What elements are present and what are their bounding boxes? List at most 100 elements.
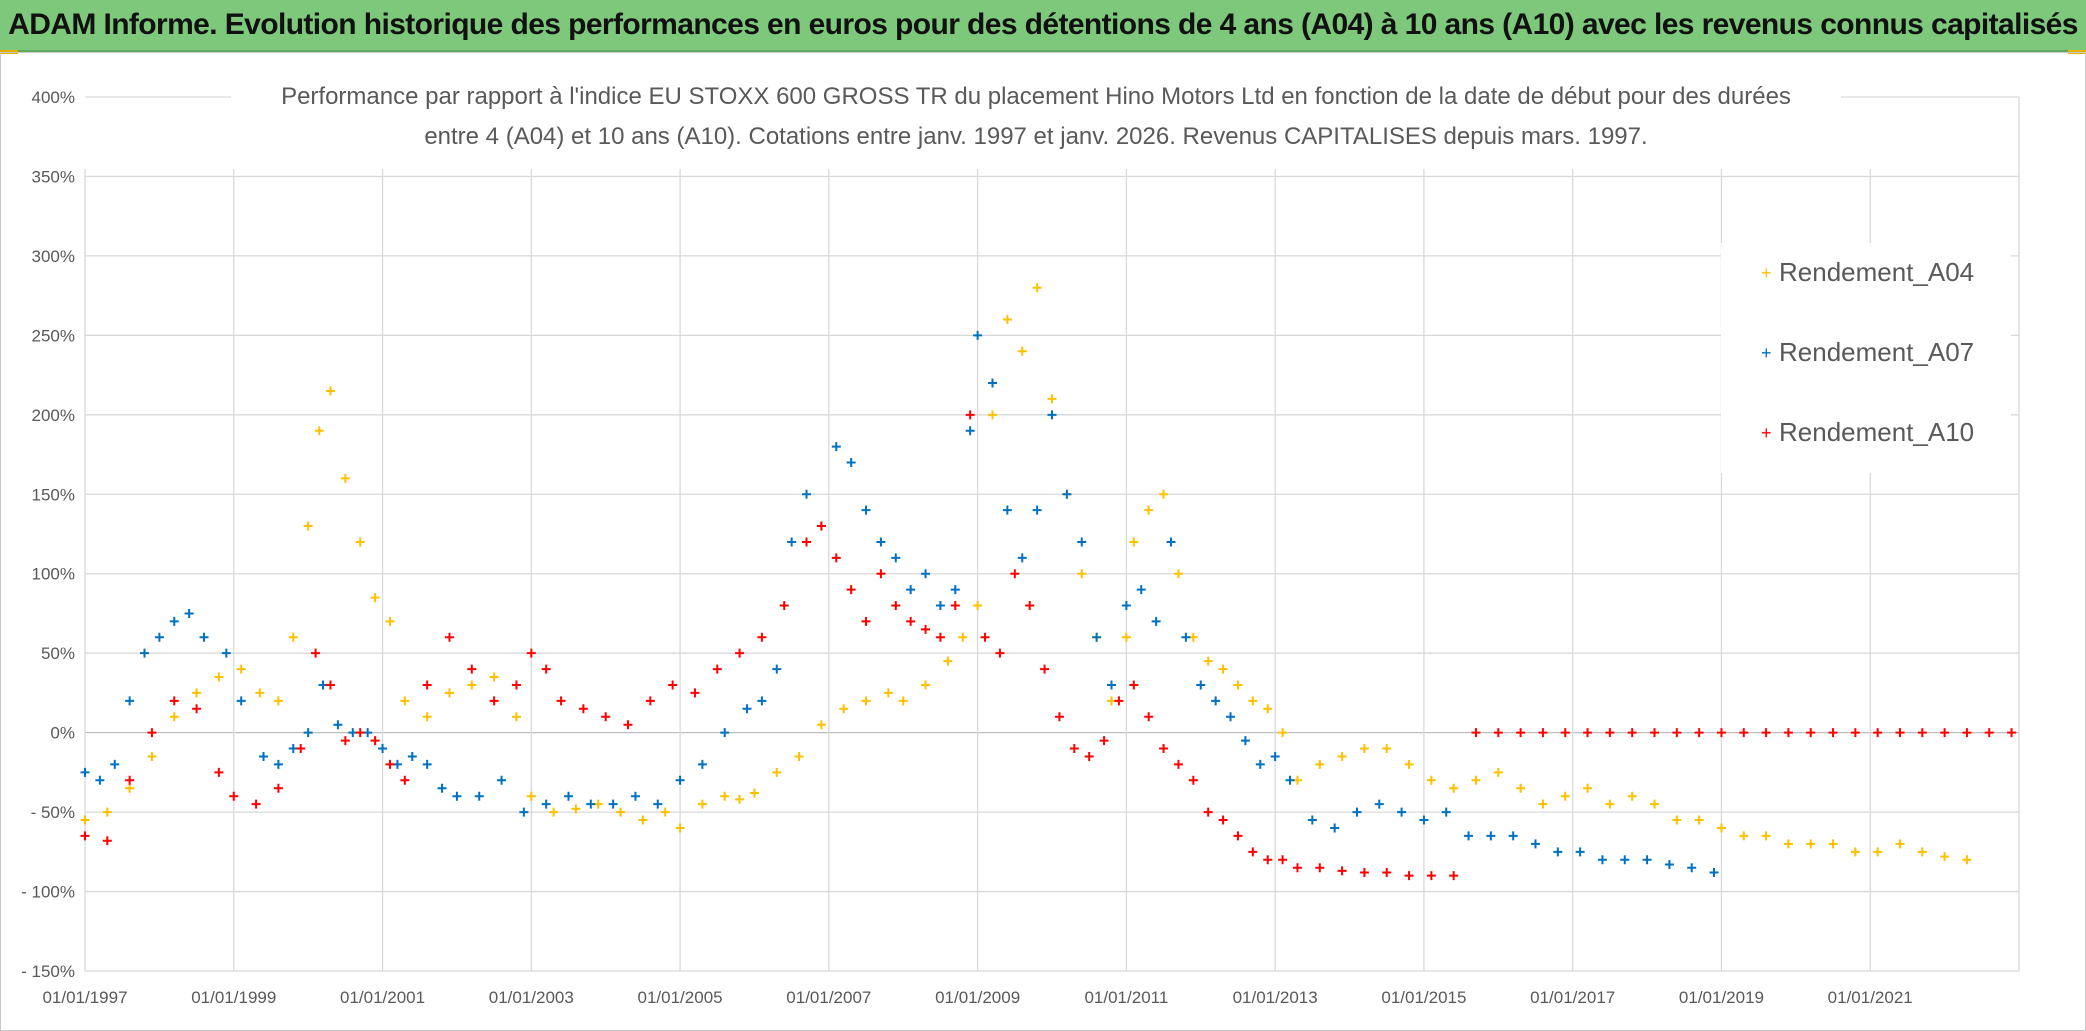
data-point: [616, 807, 626, 817]
data-point: [1121, 601, 1131, 611]
data-point: [891, 553, 901, 563]
data-point: [1694, 815, 1704, 825]
data-point: [147, 751, 157, 761]
data-point: [251, 799, 261, 809]
x-tick-label: 01/01/2013: [1233, 988, 1318, 1007]
data-point: [935, 632, 945, 642]
data-point: [199, 632, 209, 642]
data-point: [422, 759, 432, 769]
x-tick-label: 01/01/2007: [786, 988, 871, 1007]
data-point: [987, 378, 997, 388]
data-point: [973, 330, 983, 340]
chart-frame: - 150% - 100% - 50% 0% 50% 100% 150% 200% 250% 30…: [0, 52, 2086, 1031]
data-point: [1002, 505, 1012, 515]
data-point: [831, 553, 841, 563]
data-point: [378, 744, 388, 754]
data-point: [742, 704, 752, 714]
data-point: [1032, 283, 1042, 293]
data-point: [1895, 728, 1905, 738]
data-point: [125, 783, 135, 793]
x-tick-label: 01/01/2017: [1530, 988, 1615, 1007]
x-tick-label: 01/01/2005: [638, 988, 723, 1007]
data-point: [340, 736, 350, 746]
data-point: [906, 616, 916, 626]
data-point: [980, 632, 990, 642]
data-point: [1426, 871, 1436, 881]
data-point: [987, 410, 997, 420]
data-point: [154, 632, 164, 642]
data-point: [385, 759, 395, 769]
data-point: [1337, 751, 1347, 761]
data-point: [1159, 489, 1169, 499]
data-point: [169, 696, 179, 706]
data-point: [214, 672, 224, 682]
data-point: [1516, 728, 1526, 738]
data-point: [1121, 632, 1131, 642]
x-tick-label: 01/01/1997: [42, 988, 127, 1007]
data-point: [1687, 863, 1697, 873]
data-point: [355, 728, 365, 738]
data-point: [1263, 704, 1273, 714]
data-point: [1449, 871, 1459, 881]
data-point: [1828, 839, 1838, 849]
data-point: [772, 664, 782, 674]
legend-label-a07: Rendement_A07: [1779, 337, 1975, 367]
data-point: [1940, 852, 1950, 862]
data-point: [1873, 847, 1883, 857]
legend-item-a04: + Rendement_A04: [1761, 257, 1974, 288]
data-point: [333, 720, 343, 730]
data-point: [236, 696, 246, 706]
data-point: [1196, 680, 1206, 690]
data-point: [608, 799, 618, 809]
data-point: [541, 799, 551, 809]
y-axis-ticks: - 150% - 100% - 50% 0% 50% 100% 150% 200% 250% 30…: [21, 88, 75, 981]
data-point: [630, 791, 640, 801]
data-point: [444, 688, 454, 698]
data-point: [1047, 394, 1057, 404]
data-point: [757, 632, 767, 642]
data-point: [1627, 728, 1637, 738]
data-point: [668, 680, 678, 690]
data-point: [883, 688, 893, 698]
data-point: [1716, 728, 1726, 738]
data-point: [273, 696, 283, 706]
data-point: [519, 807, 529, 817]
data-point: [950, 585, 960, 595]
data-point: [1672, 728, 1682, 738]
data-point: [898, 696, 908, 706]
x-tick-label: 01/01/2011: [1084, 988, 1168, 1007]
data-point: [1248, 696, 1258, 706]
data-point: [839, 704, 849, 714]
data-point: [1575, 847, 1585, 857]
data-point: [1144, 712, 1154, 722]
data-point: [1553, 847, 1563, 857]
data-point: [549, 807, 559, 817]
data-point: [511, 712, 521, 722]
data-point: [385, 616, 395, 626]
chart-title-line-1: Performance par rapport à l'indice EU ST…: [231, 83, 1841, 111]
data-point: [1330, 823, 1340, 833]
data-point: [1583, 783, 1593, 793]
data-point: [735, 648, 745, 658]
data-point: [229, 791, 239, 801]
data-point: [1486, 831, 1496, 841]
data-point: [816, 720, 826, 730]
report-title: ADAM Informe. Evolution historique des p…: [8, 8, 2078, 41]
data-point: [965, 426, 975, 436]
data-point: [1166, 537, 1176, 547]
data-point: [586, 799, 596, 809]
data-point: [653, 799, 663, 809]
data-point: [1426, 775, 1436, 785]
data-point: [370, 593, 380, 603]
data-point: [921, 680, 931, 690]
data-point: [1583, 728, 1593, 738]
data-point: [1672, 815, 1682, 825]
data-point: [1917, 847, 1927, 857]
data-point: [1240, 736, 1250, 746]
data-point: [125, 775, 135, 785]
data-point: [340, 473, 350, 483]
plus-marker-icon: +: [1761, 423, 1772, 443]
data-point: [1315, 759, 1325, 769]
data-point: [1107, 680, 1117, 690]
data-point: [1605, 799, 1615, 809]
